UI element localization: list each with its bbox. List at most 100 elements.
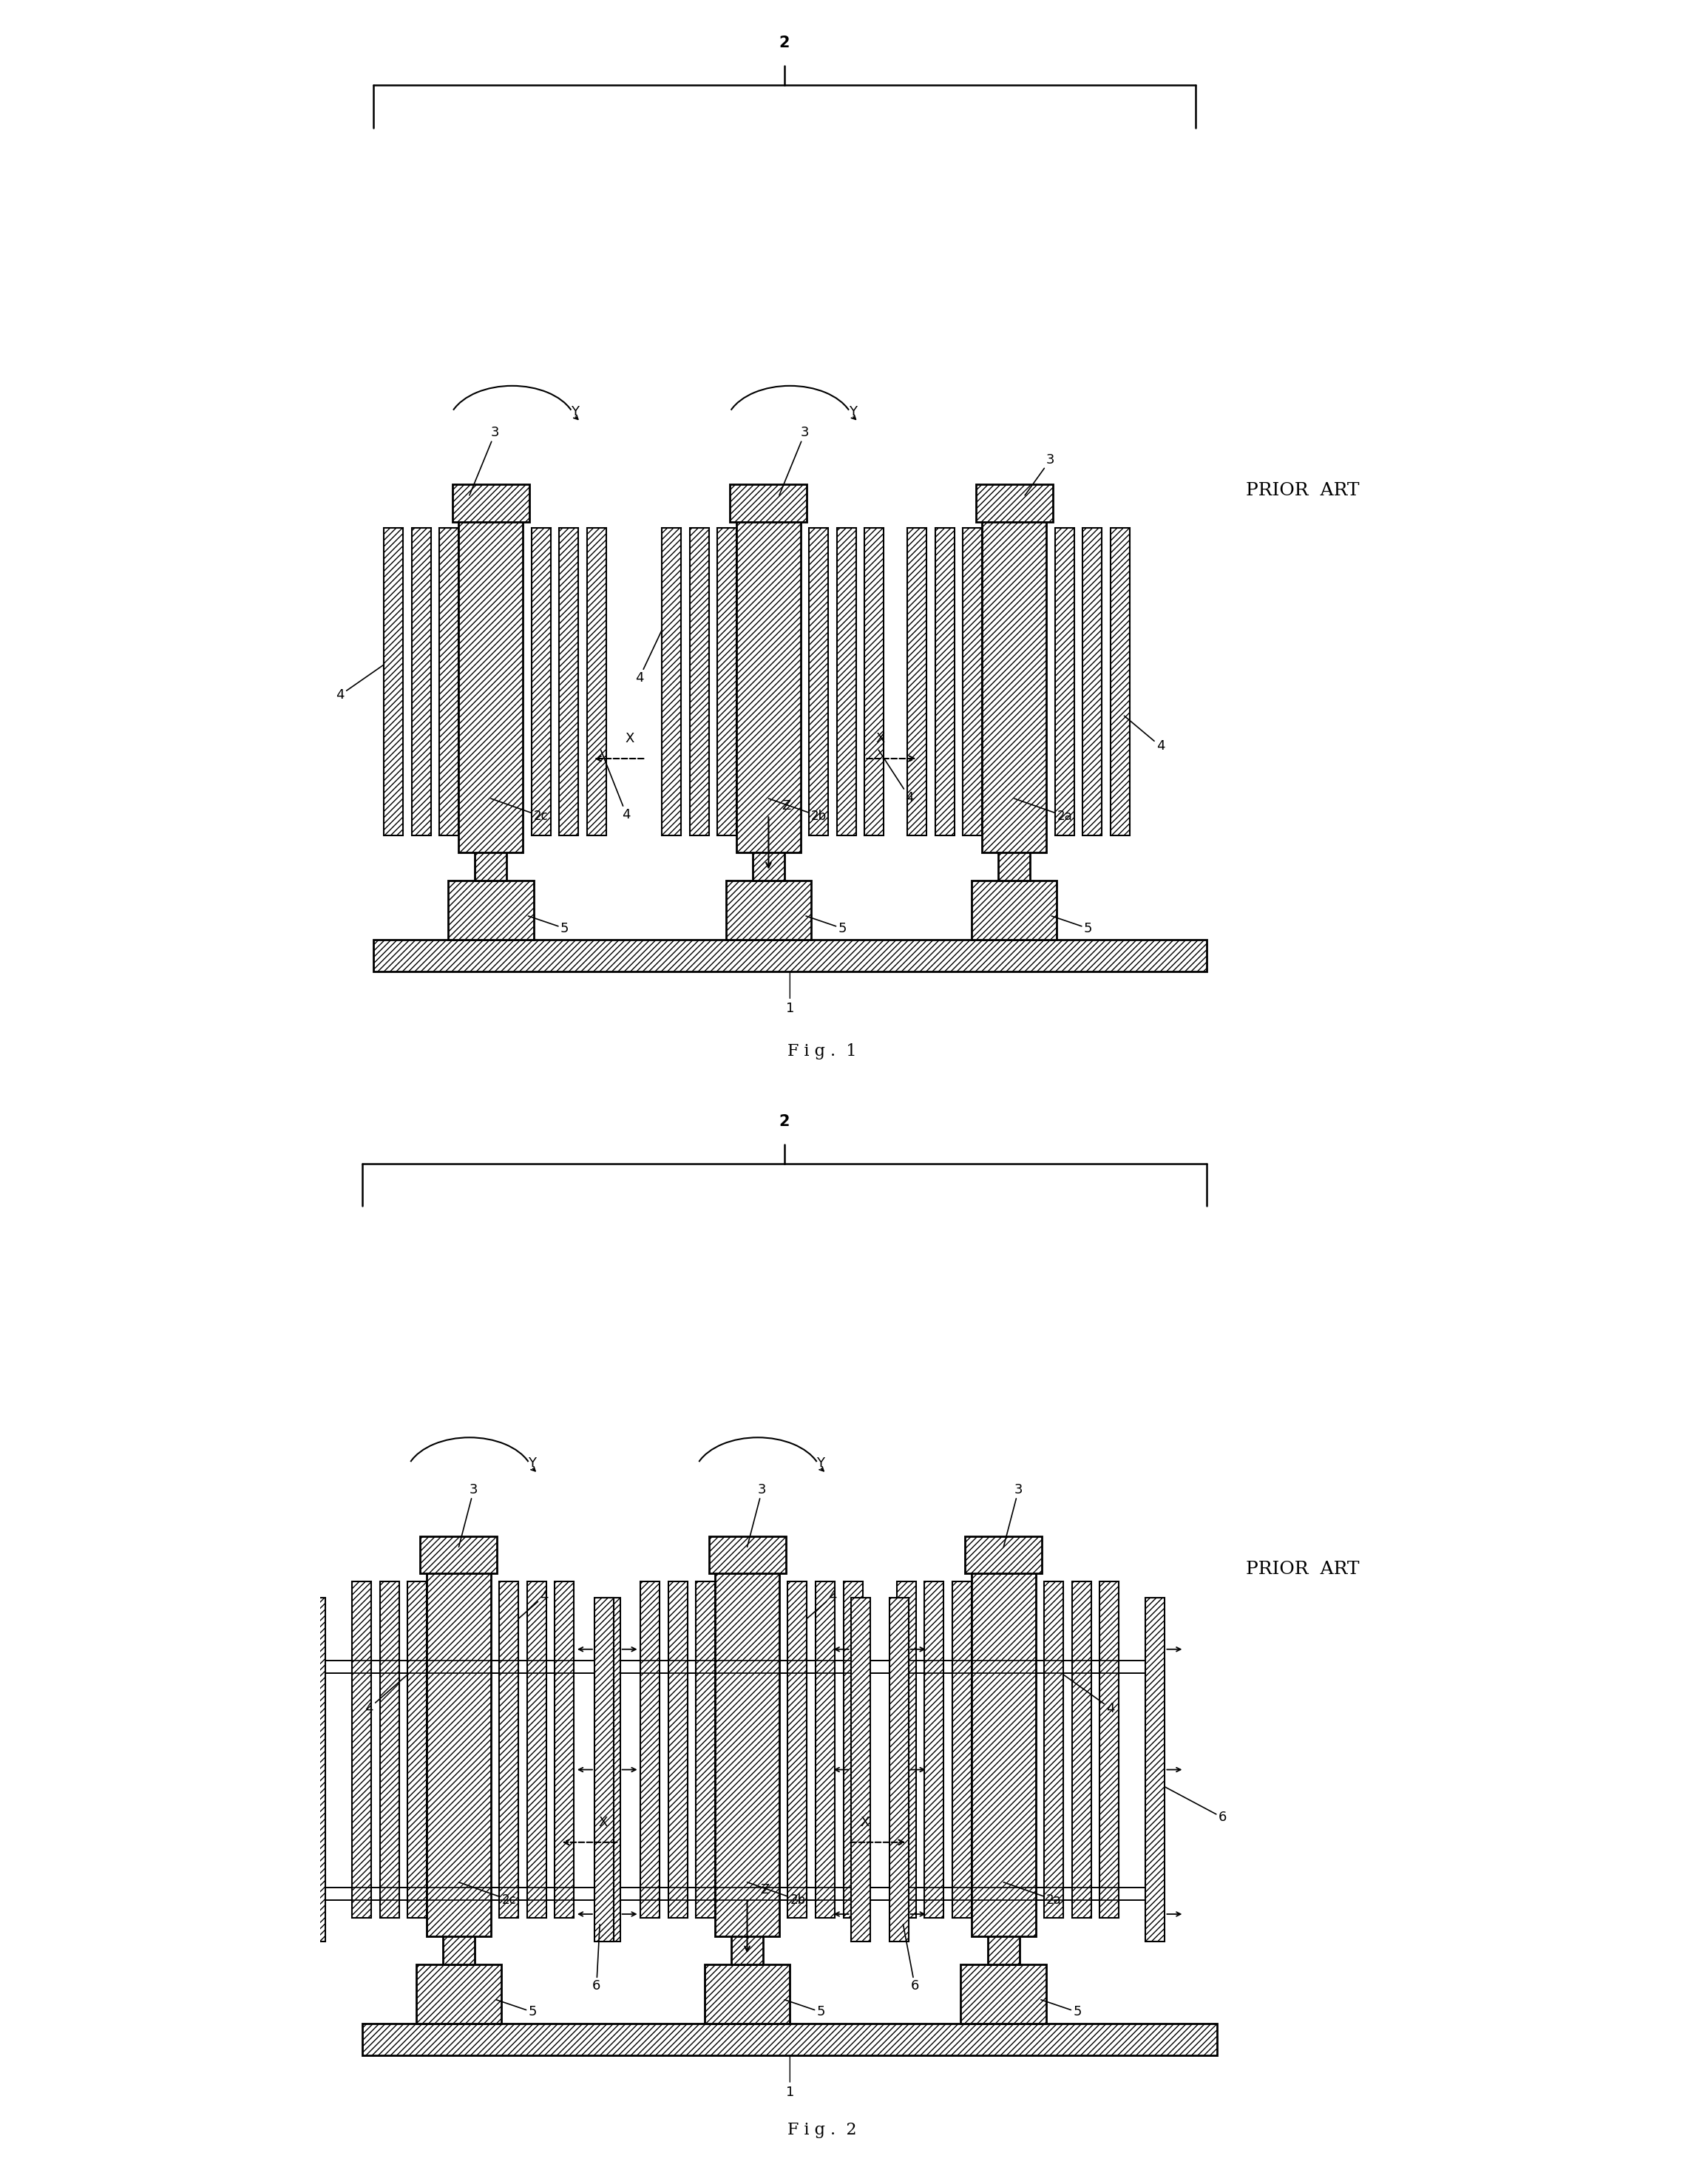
Bar [374,940,1206,971]
Bar [972,1562,1035,1937]
Text: 3: 3 [779,427,810,496]
Text: 6: 6 [593,1924,601,1994]
Text: 4: 4 [806,1588,837,1619]
Text: 2b: 2b [746,1883,806,1907]
Bar [709,1536,786,1573]
Bar [555,1582,574,1918]
Bar [987,1729,1020,1965]
Bar [1073,1582,1091,1918]
Bar [408,1582,427,1918]
Bar [851,1597,869,1942]
Bar [379,1582,400,1918]
Bar [787,1582,806,1918]
Bar [975,485,1052,522]
Bar [594,1887,909,1900]
Bar [736,511,801,852]
Text: 4: 4 [366,1675,408,1714]
Bar [962,1965,1047,2024]
Bar [953,1582,972,1918]
Bar [690,529,709,836]
Text: 3: 3 [1025,453,1056,496]
Bar [864,529,885,836]
Bar [640,1582,659,1918]
Text: 5: 5 [784,2000,825,2020]
Bar [306,1597,325,1942]
Text: Z: Z [760,1883,769,1896]
Bar [412,529,430,836]
Text: 2: 2 [779,1114,789,1129]
Bar [601,1597,620,1942]
Text: X: X [598,1816,608,1829]
Bar [1083,529,1102,836]
Bar [668,1582,687,1918]
Bar [352,1582,371,1918]
Text: 2c: 2c [490,797,548,823]
Bar [447,880,533,940]
Bar [420,1536,497,1573]
Bar [717,529,736,836]
Bar [427,1562,490,1937]
Text: 4: 4 [336,665,384,702]
Bar [384,529,403,836]
Text: PRIOR  ART: PRIOR ART [1245,1560,1360,1578]
Bar [729,485,806,522]
Text: F i g .  2: F i g . 2 [787,2121,856,2139]
Bar [1100,1582,1119,1918]
Text: Z: Z [781,800,791,813]
Text: 4: 4 [519,1588,548,1619]
Text: 1: 1 [786,1001,794,1014]
Bar [459,511,523,852]
Text: 3: 3 [459,1482,478,1547]
Text: 5: 5 [528,917,569,934]
Bar [851,1660,1165,1673]
Text: 5: 5 [495,2000,536,2020]
Bar [531,529,550,836]
Bar [963,529,982,836]
Text: 2a: 2a [1015,797,1073,823]
Text: 3: 3 [470,427,499,496]
Bar [499,1582,519,1918]
Text: X: X [861,1816,869,1829]
Text: 2b: 2b [769,797,827,823]
Text: 2: 2 [779,37,789,50]
Text: 6: 6 [1165,1788,1226,1825]
Text: 6: 6 [904,1924,919,1994]
Bar [972,880,1057,940]
Bar [704,1965,789,2024]
Bar [753,646,784,880]
Bar [936,529,955,836]
Text: F i g .  1: F i g . 1 [787,1044,856,1060]
Bar [306,1887,620,1900]
Bar [1056,529,1074,836]
Text: 5: 5 [1040,2000,1081,2020]
Bar [716,1562,779,1937]
Bar [810,529,828,836]
Bar [890,1597,909,1942]
Bar [1146,1597,1165,1942]
Bar [588,529,606,836]
Bar [726,880,811,940]
Bar [362,2024,1218,2054]
Text: 5: 5 [806,917,847,934]
Bar [475,646,507,880]
Bar [844,1582,863,1918]
Bar [815,1582,835,1918]
Bar [924,1582,945,1918]
Bar [439,529,459,836]
Text: Y: Y [816,1456,825,1469]
Bar [965,1536,1042,1573]
Text: 2c: 2c [459,1883,516,1907]
Text: 3: 3 [746,1482,767,1547]
Text: 4: 4 [878,750,914,804]
Text: X: X [876,732,885,745]
Text: 2a: 2a [1004,1883,1062,1907]
Text: Y: Y [570,405,579,418]
Bar [851,1887,1165,1900]
Bar [453,485,529,522]
Bar [528,1582,547,1918]
Text: 4: 4 [1064,1675,1115,1714]
Text: 4: 4 [601,750,630,821]
Text: X: X [625,732,634,745]
Bar [661,529,681,836]
Text: 4: 4 [1124,715,1165,752]
